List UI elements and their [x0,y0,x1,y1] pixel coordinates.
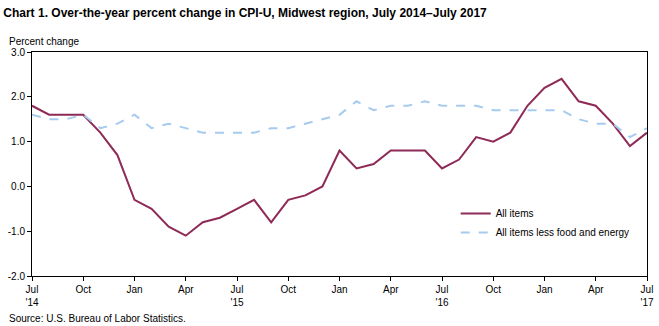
svg-text:All items: All items [496,208,534,219]
svg-text:Oct: Oct [75,284,91,295]
svg-text:2.0: 2.0 [11,91,25,102]
svg-text:Chart 1. Over-the-year percent: Chart 1. Over-the-year percent change in… [3,6,487,20]
svg-text:Oct: Oct [280,284,296,295]
svg-text:Oct: Oct [485,284,501,295]
svg-text:0.0: 0.0 [11,181,25,192]
svg-text:Jan: Jan [331,284,347,295]
svg-text:Percent change: Percent change [9,36,79,47]
svg-text:Source: U.S. Bureau of Labor S: Source: U.S. Bureau of Labor Statistics. [9,313,186,324]
svg-text:Apr: Apr [178,284,194,295]
svg-text:Jan: Jan [536,284,552,295]
svg-text:All items less food and energy: All items less food and energy [496,227,629,238]
svg-text:Apr: Apr [383,284,399,295]
svg-text:Jul'15: Jul'15 [230,284,243,308]
svg-text:-2.0: -2.0 [8,271,26,282]
svg-text:Jul'16: Jul'16 [435,284,448,308]
svg-text:3.0: 3.0 [11,47,25,58]
svg-text:Jul'14: Jul'14 [25,284,38,308]
svg-text:Jan: Jan [126,284,142,295]
svg-text:-1.0: -1.0 [8,226,26,237]
svg-text:1.0: 1.0 [11,136,25,147]
svg-text:Jul'17: Jul'17 [640,284,653,308]
svg-text:Apr: Apr [588,284,604,295]
